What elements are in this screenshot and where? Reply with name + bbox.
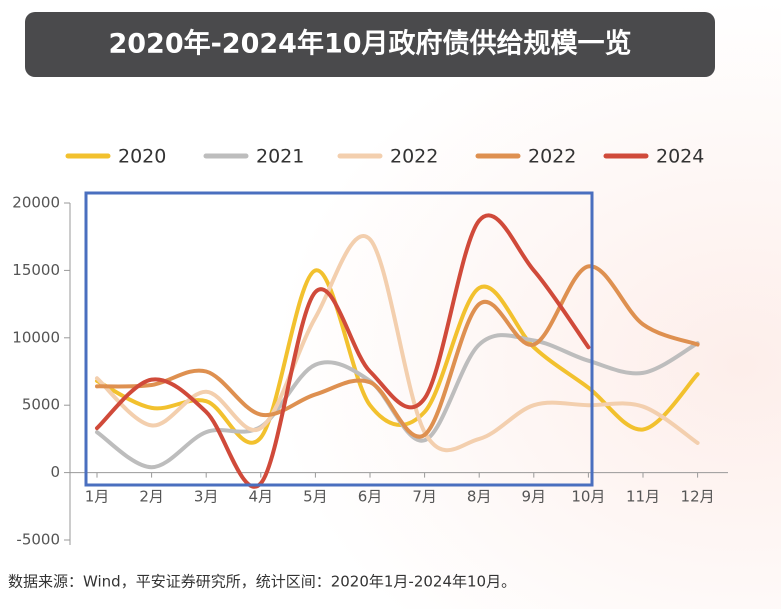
x-tick-label: 4月 bbox=[249, 488, 274, 506]
x-tick-label: 11月 bbox=[626, 488, 660, 506]
legend-label: 2022 bbox=[528, 146, 576, 168]
y-tick-label: 20000 bbox=[12, 194, 60, 212]
x-tick-label: 3月 bbox=[194, 488, 219, 506]
legend-label: 2021 bbox=[256, 146, 304, 168]
y-tick-label: 15000 bbox=[12, 261, 60, 279]
y-tick-label: -5000 bbox=[16, 531, 60, 549]
legend-label: 2020 bbox=[118, 146, 166, 168]
x-tick-label: 7月 bbox=[412, 488, 437, 506]
y-tick-label: 0 bbox=[50, 463, 60, 481]
x-tick-label: 12月 bbox=[681, 488, 715, 506]
series-line bbox=[95, 264, 700, 439]
series-line bbox=[95, 213, 591, 489]
series-line bbox=[95, 268, 700, 445]
x-tick-label: 8月 bbox=[467, 488, 492, 506]
series-line bbox=[95, 234, 700, 453]
x-tick-label: 10月 bbox=[571, 488, 605, 506]
source-note: 数据来源：Wind，平安证券研究所，统计区间：2020年1月-2024年10月。 bbox=[8, 573, 516, 591]
y-tick-label: 5000 bbox=[22, 396, 60, 414]
x-tick-label: 6月 bbox=[358, 488, 383, 506]
highlight-box bbox=[84, 191, 594, 487]
title-banner bbox=[25, 12, 715, 77]
x-tick-label: 9月 bbox=[522, 488, 547, 506]
legend-label: 2024 bbox=[656, 146, 704, 168]
x-tick-label: 5月 bbox=[303, 488, 328, 506]
x-tick-label: 2月 bbox=[139, 488, 164, 506]
chart-title: 2020年-2024年10月政府债供给规模一览 bbox=[108, 28, 631, 60]
y-tick-label: 10000 bbox=[12, 328, 60, 346]
legend-label: 2022 bbox=[390, 146, 438, 168]
x-tick-label: 1月 bbox=[85, 488, 110, 506]
